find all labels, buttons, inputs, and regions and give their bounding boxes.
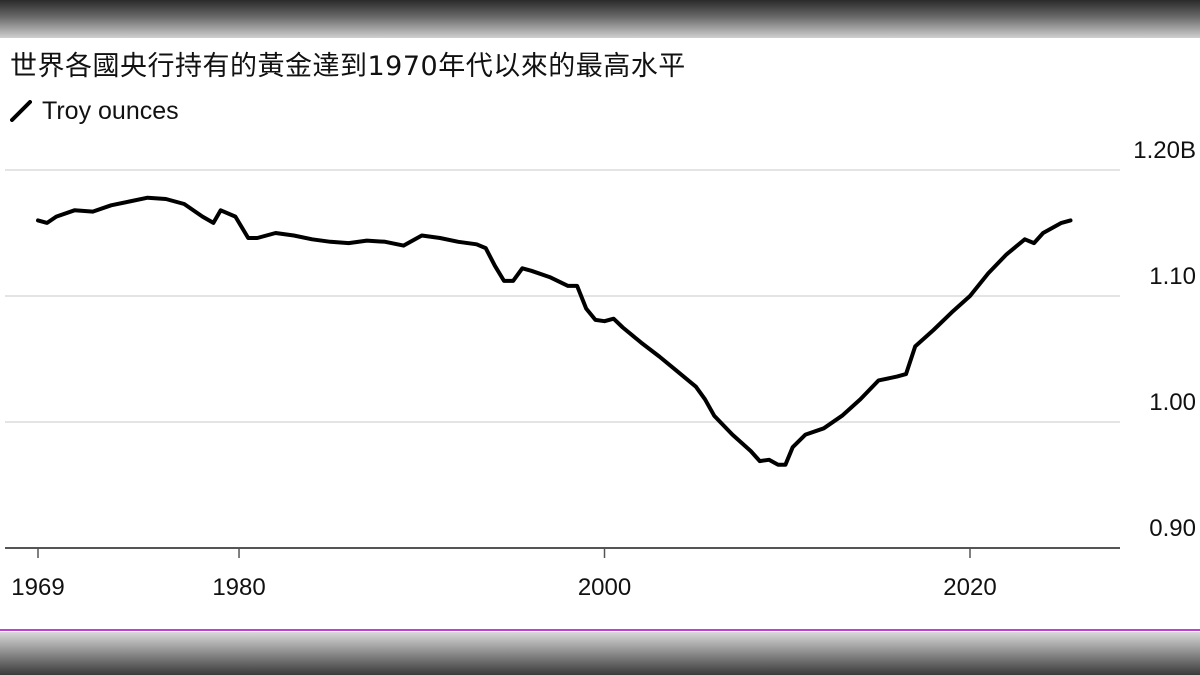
legend-line-icon bbox=[10, 100, 32, 122]
y-tick-label: 1.00 bbox=[1149, 389, 1196, 416]
x-tick-label: 2020 bbox=[943, 574, 996, 601]
y-tick-label: 1.10 bbox=[1149, 263, 1196, 290]
video-frame-bottom-band bbox=[0, 632, 1200, 675]
y-tick-label: 0.90 bbox=[1149, 515, 1196, 542]
series-line-0 bbox=[36, 195, 1073, 467]
video-frame-top-band bbox=[0, 0, 1200, 38]
legend-label: Troy ounces bbox=[42, 96, 179, 125]
tick-labels: 1.20B 1.10 1.00 0.90 1969 1980 2000 2020 bbox=[11, 137, 1196, 601]
legend: Troy ounces bbox=[10, 96, 179, 126]
gridlines bbox=[5, 169, 1120, 423]
series-layer bbox=[36, 195, 1073, 467]
chart-title: 世界各國央行持有的黃金達到1970年代以來的最高水平 bbox=[10, 51, 686, 82]
x-tick-label: 1980 bbox=[212, 574, 265, 601]
divider-accent-line bbox=[0, 629, 1200, 631]
y-tick-label: 1.20B bbox=[1133, 137, 1196, 164]
x-tick-label: 1969 bbox=[11, 574, 64, 601]
x-axis bbox=[5, 547, 1120, 558]
x-tick-label: 2000 bbox=[578, 574, 631, 601]
